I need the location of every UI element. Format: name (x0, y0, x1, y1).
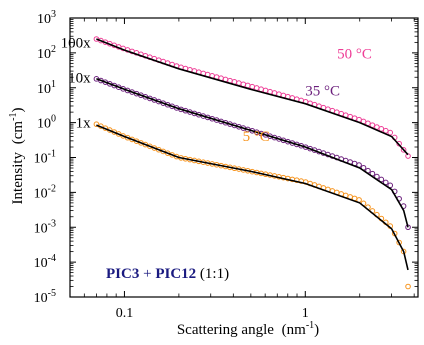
data-point (396, 239, 402, 246)
legend-text: PIC3 + PIC12 (1:1) (106, 266, 229, 282)
y-axis-label-main: Intensity (10, 151, 26, 204)
y-tick-exp: -5 (48, 288, 56, 299)
y-tick-label: 101 (37, 79, 56, 97)
legend-plus: + (139, 266, 155, 282)
y-tick-base: 10 (37, 82, 51, 97)
series-2 (93, 121, 411, 290)
series-label: 50 °C (337, 46, 372, 62)
series-label: 35 °C (305, 83, 340, 99)
y-axis-label-unit-close: ) (10, 108, 26, 113)
y-tick-base: 10 (34, 256, 48, 271)
y-tick-label: 103 (37, 9, 56, 27)
multiplier-label: 100x (61, 35, 92, 51)
y-axis-label: Intensity (cm-1) (8, 108, 26, 205)
y-tick-exp: -2 (48, 183, 56, 194)
y-axis-label-unit-open: (cm (10, 121, 26, 145)
multiplier-label: 10x (68, 70, 91, 86)
legend-ratio: (1:1) (196, 266, 229, 282)
y-tick-base: 10 (34, 291, 48, 306)
y-tick-base: 10 (34, 186, 48, 201)
data-point (405, 283, 411, 290)
series-0 (93, 36, 411, 159)
y-tick-label: 100 (37, 114, 56, 132)
y-tick-base: 10 (37, 12, 51, 27)
y-tick-base: 10 (34, 152, 48, 167)
y-tick-exp: -1 (48, 149, 56, 160)
x-axis-label-main: Scattering angle (177, 322, 274, 338)
x-axis-label-unit-close: ) (314, 322, 319, 338)
labels-layer: 50 °C 100x 35 °C 10x 5 °C 1x (61, 35, 372, 144)
series-1 (93, 76, 411, 231)
y-tick-label: 10-5 (34, 288, 56, 306)
data-point (244, 82, 251, 89)
series-layer (93, 36, 411, 290)
data-point (382, 127, 389, 134)
data-point (93, 121, 100, 128)
y-tick-exp: 1 (51, 79, 56, 90)
y-axis-label-unit-exp: -1 (8, 113, 19, 121)
data-point (253, 85, 260, 91)
x-axis-label-unit-exp: -1 (306, 320, 314, 331)
fit-line (96, 38, 409, 156)
y-tick-label: 10-1 (34, 149, 56, 167)
y-tick-exp: 0 (51, 114, 56, 125)
x-tick-label: 0.1 (116, 306, 134, 321)
data-point (387, 129, 394, 136)
y-tick-base: 10 (37, 117, 51, 132)
y-tick-label: 10-2 (34, 183, 56, 201)
data-point (387, 182, 394, 189)
x-tick-label: 1 (302, 306, 309, 321)
data-point (249, 83, 256, 90)
data-point (400, 147, 407, 153)
multiplier-label: 1x (76, 116, 92, 132)
y-tick-base: 10 (37, 47, 51, 62)
x-axis-label-unit-open: (nm (282, 322, 306, 338)
fit-line (96, 124, 409, 271)
legend-part1: PIC3 (106, 266, 139, 282)
y-tick-label: 102 (37, 44, 56, 62)
data-point (240, 81, 247, 88)
y-tick-base: 10 (34, 221, 48, 236)
y-tick-label: 10-3 (34, 218, 56, 236)
y-tick-exp: -4 (48, 253, 56, 264)
y-tick-label: 10-4 (34, 253, 56, 271)
x-axis-label: Scattering angle (nm-1) (177, 320, 319, 338)
legend-part2: PIC12 (155, 266, 196, 282)
series-label: 5 °C (243, 129, 270, 145)
y-tick-exp: 2 (51, 44, 56, 55)
y-tick-exp: -3 (48, 218, 56, 229)
y-tick-exp: 3 (51, 9, 56, 20)
fit-line (96, 78, 409, 228)
